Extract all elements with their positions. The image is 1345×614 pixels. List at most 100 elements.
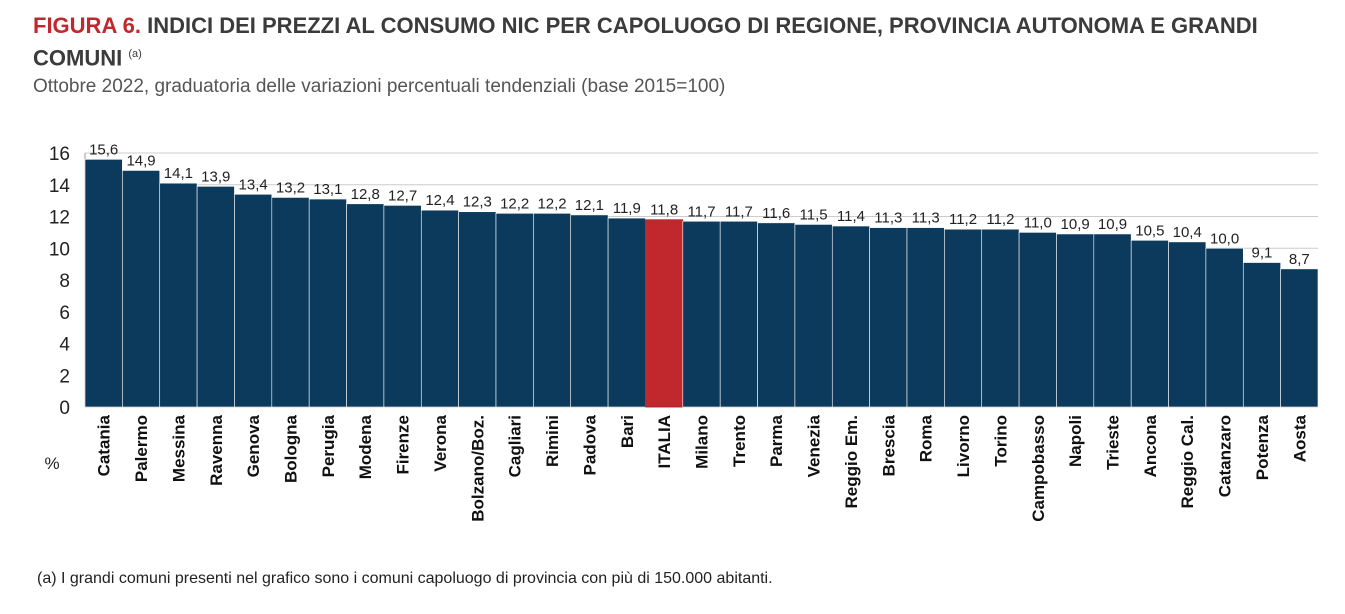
category-label: Padova [580,414,599,475]
bar [682,220,721,408]
y-tick-label: 6 [59,303,70,324]
data-label: 12,7 [388,187,417,204]
y-tick-label: 14 [49,176,71,197]
bar [645,219,684,408]
y-tick-label: 0 [59,398,70,419]
category-label: Parma [767,414,786,467]
data-label: 11,5 [800,206,828,223]
data-label: 10,5 [1135,222,1164,239]
data-label: 13,2 [276,179,305,196]
data-label: 13,9 [201,168,230,185]
bar [607,217,646,408]
category-label: Catanzaro [1216,415,1235,497]
category-label: Bologna [282,414,301,483]
data-label: 11,7 [687,203,715,220]
data-label: 12,4 [425,192,454,209]
data-label: 8,7 [1289,251,1310,268]
data-label: 11,0 [1024,214,1052,231]
category-label: Aosta [1290,414,1309,462]
category-label: Catania [95,414,114,476]
category-label: Milano [693,415,712,469]
category-labels: Catania Palermo Messina Ravenna Genova Bologn… [95,414,1310,521]
bar [831,225,870,408]
data-label: 9,1 [1252,245,1273,262]
data-label: 15,6 [89,141,118,158]
data-label: 10,0 [1210,230,1239,247]
bar [196,186,235,408]
data-label: 10,4 [1173,224,1202,241]
data-label: 11,2 [949,211,977,228]
data-label: 11,8 [650,202,678,219]
data-label: 11,3 [874,210,902,227]
bar-chart: 0 2 4 6 8 10 12 14 16 15,6 14,9 14,1 13,9 13,4 13,2 13… [44,141,1319,522]
bar [159,182,198,408]
bar [495,213,534,408]
bar [84,159,123,408]
bar [420,209,459,408]
y-tick-label: 10 [49,239,70,260]
category-label: Roma [917,414,936,462]
footnote: (a) I grandi comuni presenti nel grafico… [37,570,773,587]
category-label: ITALIA [655,415,674,469]
y-tick-label: 4 [59,335,70,356]
data-label: 10,9 [1098,216,1127,233]
category-label: Potenza [1253,414,1272,480]
y-tick-label: 12 [49,208,70,229]
bar [719,220,758,408]
category-label: Modena [356,414,375,479]
data-label: 12,1 [575,197,604,214]
bar [981,228,1020,408]
bar [906,227,945,408]
bar [122,170,161,408]
bar [1093,233,1132,408]
bar [570,214,609,408]
data-label: 13,4 [239,176,268,193]
bar [757,222,796,408]
bar [533,213,572,408]
bar [1056,233,1095,408]
data-label: 14,9 [126,152,155,169]
category-label: Verona [431,414,450,471]
category-label: Palermo [132,415,151,482]
category-label: Campobasso [1029,415,1048,522]
figure-label: FIGURA 6. [33,13,141,38]
y-tick-label: 8 [59,271,70,292]
data-labels: 15,6 14,9 14,1 13,9 13,4 13,2 13,1 12,8 12,7 12,4… [89,141,1310,268]
bar [869,227,908,408]
bar [1018,232,1057,408]
category-label: Genova [244,414,263,477]
category-label: Napoli [1066,415,1085,467]
bar [346,203,385,408]
category-label: Bari [618,415,637,448]
category-label: Venezia [805,414,824,477]
category-label: Reggio Em. [842,415,861,509]
title-note-marker: (a) [128,48,142,60]
data-label: 12,2 [537,195,566,212]
bar [383,205,422,408]
bar [1242,262,1281,408]
category-label: Torino [991,415,1010,467]
bar [1280,268,1319,408]
bar [271,197,310,408]
category-label: Brescia [879,414,898,476]
chart-subtitle: Ottobre 2022, graduatoria delle variazio… [33,76,726,97]
category-label: Reggio Cal. [1178,415,1197,509]
category-label: Livorno [954,415,973,477]
chart-title: FIGURA 6. INDICI DEI PREZZI AL CONSUMO N… [33,12,1323,72]
data-label: 11,9 [613,200,641,217]
y-unit-label: % [44,454,59,473]
category-label: Perugia [319,414,338,477]
data-label: 10,9 [1061,216,1090,233]
category-label: Trento [730,415,749,467]
bar [1168,241,1207,408]
data-label: 11,2 [986,211,1014,228]
category-label: Cagliari [506,415,525,477]
category-label: Messina [169,414,188,482]
bar [944,228,983,408]
data-label: 14,1 [164,165,193,182]
bar [1130,240,1169,408]
category-label: Rimini [543,415,562,467]
bar [1205,247,1244,408]
data-label: 11,7 [725,203,753,220]
data-label: 12,2 [500,195,529,212]
